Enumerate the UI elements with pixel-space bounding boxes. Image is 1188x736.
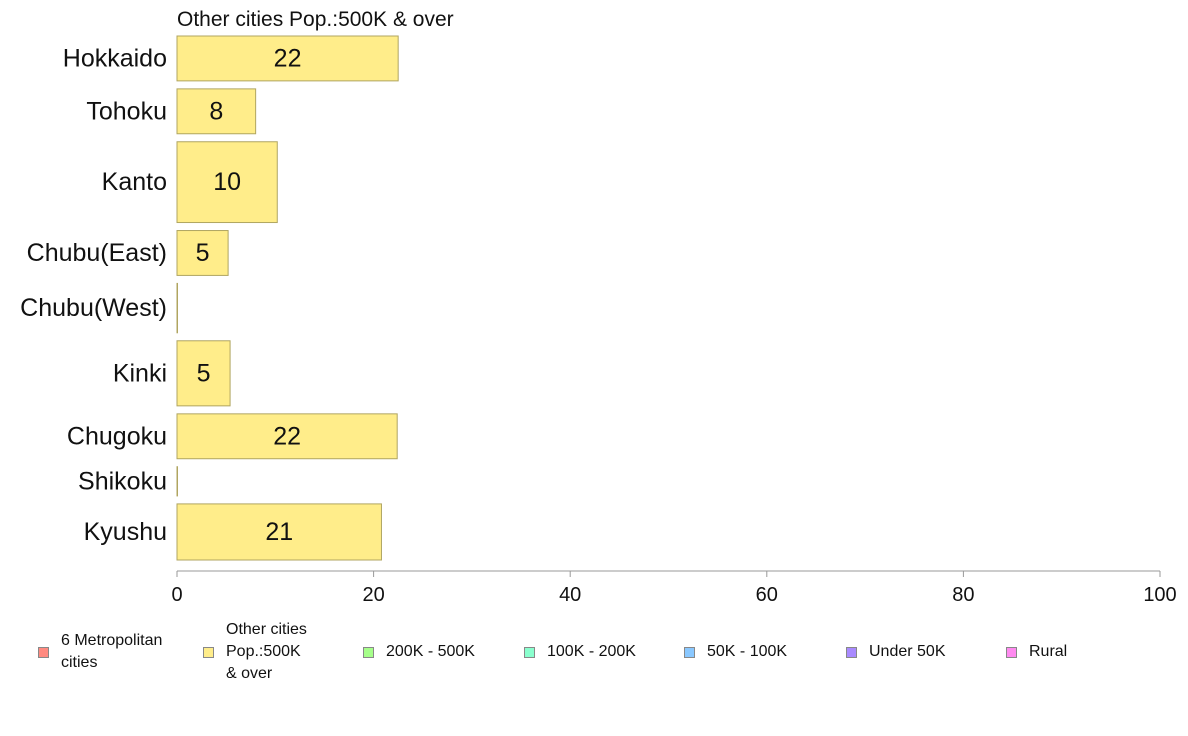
data-label-chugoku: 22 xyxy=(273,422,301,450)
x-tick-label: 100 xyxy=(1143,584,1176,606)
legend-swatch xyxy=(1006,646,1017,658)
category-label-chubu-east: Chubu(East) xyxy=(27,239,167,267)
bar-chubu-east xyxy=(176,230,229,276)
bar-tohoku xyxy=(176,88,257,135)
data-label-kyushu: 21 xyxy=(265,518,293,546)
legend-label: 6 Metropolitan cities xyxy=(61,632,163,671)
x-axis: 0 20 40 60 80 100 xyxy=(171,570,1177,606)
bar-kinki xyxy=(176,340,231,407)
bar-shikoku xyxy=(176,466,178,497)
legend-item: Other cities Pop.:500K & over xyxy=(203,620,307,684)
category-label-hokkaido: Hokkaido xyxy=(63,44,167,72)
data-label-chubu-east: 5 xyxy=(196,239,210,267)
legend-label: Rural xyxy=(1029,643,1068,660)
legend-item: 6 Metropolitan cities xyxy=(38,620,162,684)
bar-hokkaido xyxy=(176,35,399,82)
bar-chubu-west xyxy=(176,282,178,334)
legend-swatch xyxy=(363,646,374,658)
chart-title: Other cities Pop.:500K & over xyxy=(177,8,454,31)
category-label-tohoku: Tohoku xyxy=(86,97,167,125)
x-tick-label: 80 xyxy=(952,584,974,606)
data-label-kinki: 5 xyxy=(197,359,211,387)
category-label-shikoku: Shikoku xyxy=(78,467,167,495)
legend-label: Under 50K xyxy=(869,643,946,660)
legend-item: 50K - 100K xyxy=(684,620,787,684)
legend-item: Under 50K xyxy=(846,620,946,684)
category-label-chubu-west: Chubu(West) xyxy=(20,294,167,322)
bar-kanto xyxy=(176,141,278,224)
x-tick-label: 60 xyxy=(756,584,778,606)
bar-chugoku xyxy=(176,413,398,460)
category-label-kanto: Kanto xyxy=(102,168,167,196)
legend-label: 100K - 200K xyxy=(547,643,636,660)
bar-kyushu xyxy=(176,503,382,561)
legend-swatch xyxy=(524,646,535,658)
category-label-kinki: Kinki xyxy=(113,359,167,387)
category-label-kyushu: Kyushu xyxy=(84,518,167,546)
data-label-hokkaido: 22 xyxy=(274,44,302,72)
legend-swatch xyxy=(684,646,695,658)
legend-swatch xyxy=(38,646,49,658)
legend-swatch xyxy=(846,646,857,658)
legend-item: 200K - 500K xyxy=(363,620,475,684)
legend-label: 50K - 100K xyxy=(707,643,788,660)
legend-label: 200K - 500K xyxy=(386,643,475,660)
legend-swatch xyxy=(203,646,214,658)
legend-label: Other cities Pop.:500K & over xyxy=(226,621,307,682)
x-tick-label: 20 xyxy=(362,584,384,606)
x-tick-label: 0 xyxy=(171,584,182,606)
data-label-kanto: 10 xyxy=(213,168,241,196)
category-label-chugoku: Chugoku xyxy=(67,422,167,450)
data-label-tohoku: 8 xyxy=(209,97,223,125)
x-tick-label: 40 xyxy=(559,584,581,606)
legend: 6 Metropolitan cities Other cities Pop.:5… xyxy=(38,620,1158,690)
bars-group: Hokkaido 22 Tohoku 8 Kanto 10 Chubu(East) 5 Chub… xyxy=(20,35,399,561)
legend-item: Rural xyxy=(1006,620,1067,684)
legend-item: 100K - 200K xyxy=(524,620,636,684)
